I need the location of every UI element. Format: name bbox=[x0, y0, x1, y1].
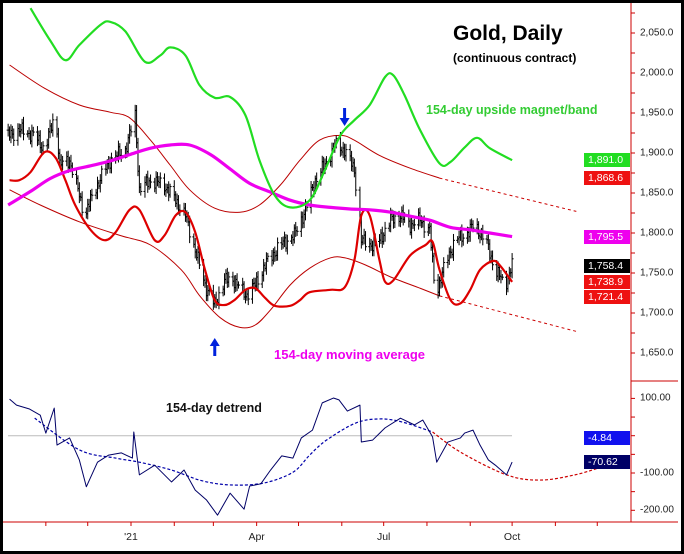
detrend-value-badge: -70.62 bbox=[584, 455, 630, 470]
arrow-head bbox=[339, 118, 350, 126]
last-value-badge: 1,868.6 bbox=[584, 171, 630, 186]
price-bar bbox=[315, 172, 319, 188]
lower-envelope-line bbox=[9, 189, 440, 329]
detrend-value-badge: -4.84 bbox=[584, 430, 630, 445]
lower-envelope-projection bbox=[439, 295, 577, 332]
price-bar bbox=[51, 113, 55, 137]
price-bar bbox=[129, 125, 133, 137]
price-bar bbox=[442, 257, 446, 278]
upper-envelope-projection bbox=[439, 177, 577, 212]
price-bar bbox=[12, 128, 16, 147]
down-arrow-icon bbox=[339, 108, 350, 126]
price-bar bbox=[149, 174, 153, 189]
month-label: Apr bbox=[248, 531, 265, 543]
price-bar bbox=[276, 237, 280, 261]
chart-title: Gold, Daily bbox=[453, 22, 563, 45]
upside-band-label: 154-day upside magnet/band bbox=[426, 103, 598, 117]
price-bar bbox=[227, 271, 231, 288]
chart-subtitle: (continuous contract) bbox=[453, 51, 577, 65]
price-tick-label: 1,750.0 bbox=[640, 267, 674, 279]
price-tick-label: 2,000.0 bbox=[640, 67, 674, 79]
month-label: Jul bbox=[376, 531, 391, 543]
price-bar bbox=[344, 143, 348, 162]
price-bar bbox=[22, 116, 26, 141]
last-value-badge: 1,891.0 bbox=[584, 153, 630, 168]
price-bar bbox=[158, 172, 162, 189]
price-panel bbox=[6, 7, 577, 332]
detrend-tick-label: -100.00 bbox=[640, 467, 674, 479]
price-bar bbox=[383, 221, 387, 242]
price-bar bbox=[354, 166, 358, 197]
detrend-cycle-line bbox=[34, 417, 433, 486]
price-tick-label: 1,700.0 bbox=[640, 307, 674, 319]
price-bar bbox=[246, 288, 250, 306]
last-value-badge: 1,795.5 bbox=[584, 229, 630, 244]
price-bar bbox=[510, 253, 514, 279]
month-label: Oct bbox=[503, 531, 521, 543]
cycle-line bbox=[9, 150, 513, 308]
moving-average-line bbox=[7, 142, 513, 239]
price-bar bbox=[412, 218, 416, 232]
price-bar bbox=[31, 126, 35, 137]
price-bar bbox=[285, 234, 289, 255]
price-bar bbox=[139, 183, 143, 196]
price-bar bbox=[295, 226, 299, 236]
price-bar bbox=[364, 231, 368, 251]
price-tick-label: 2,050.0 bbox=[640, 27, 674, 39]
up-arrow-icon bbox=[209, 338, 220, 356]
price-tick-label: 1,850.0 bbox=[640, 187, 674, 199]
detrend-panel bbox=[8, 397, 602, 516]
price-bar bbox=[451, 233, 455, 261]
price-tick-label: 1,900.0 bbox=[640, 147, 674, 159]
price-bar bbox=[61, 155, 65, 171]
price-bar bbox=[90, 188, 94, 202]
detrend-label: 154-day detrend bbox=[166, 401, 262, 415]
price-bar bbox=[500, 274, 504, 281]
moving-average-label: 154-day moving average bbox=[274, 347, 426, 362]
price-bar bbox=[109, 152, 113, 174]
price-bar bbox=[236, 281, 240, 289]
price-tick-label: 1,650.0 bbox=[640, 347, 674, 359]
price-bar bbox=[256, 270, 260, 290]
detrend-line bbox=[9, 397, 513, 516]
price-tick-label: 1,800.0 bbox=[640, 227, 674, 239]
last-value-badge: 1,738.9 bbox=[584, 274, 630, 289]
price-bar bbox=[168, 183, 172, 198]
month-label: '21 bbox=[124, 531, 138, 543]
arrow-head bbox=[209, 338, 220, 346]
detrend-tick-label: -200.00 bbox=[640, 504, 674, 516]
price-bar bbox=[432, 252, 436, 284]
price-bar bbox=[266, 252, 270, 263]
upside-band-line bbox=[29, 7, 513, 209]
price-bar bbox=[100, 165, 104, 184]
last-value-badge: 1,758.4 bbox=[584, 259, 630, 274]
price-tick-label: 1,950.0 bbox=[640, 107, 674, 119]
last-value-badge: 1,721.4 bbox=[584, 289, 630, 304]
upper-envelope-line bbox=[9, 64, 440, 213]
price-bar bbox=[461, 233, 465, 246]
detrend-tick-label: 100.00 bbox=[640, 392, 671, 404]
detrend-projection-line bbox=[432, 431, 602, 481]
price-bar bbox=[80, 191, 84, 219]
